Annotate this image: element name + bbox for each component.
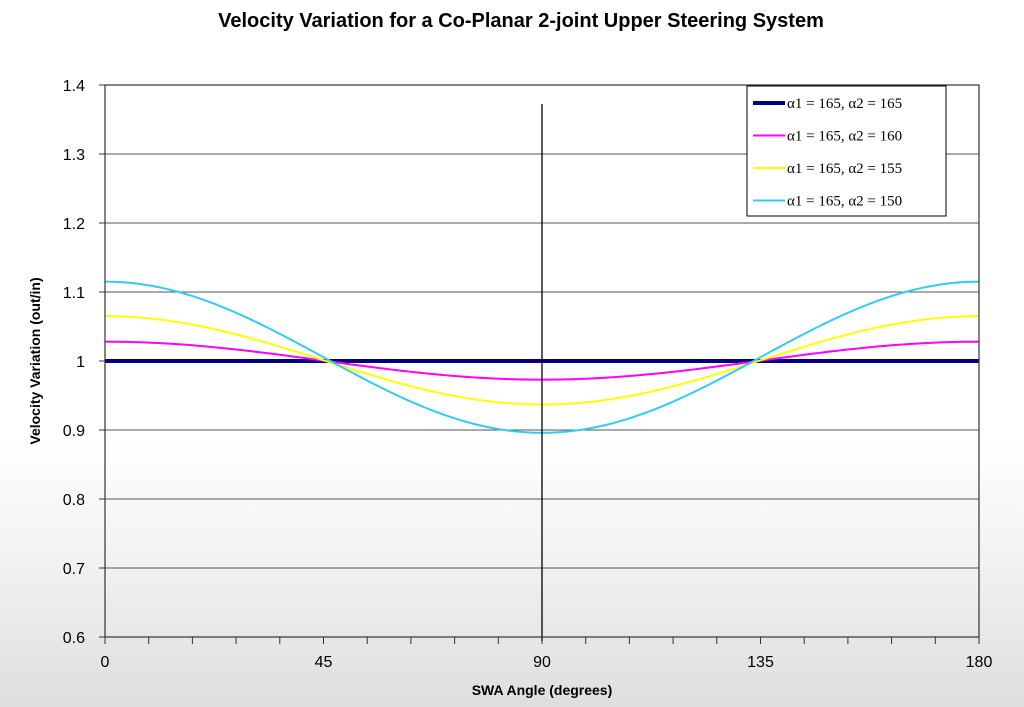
y-tick-label: 0.9 [63,423,85,440]
legend-label: α1 = 165, α2 = 165 [787,96,902,112]
y-axis-title: Velocity Variation (out/in) [27,277,43,444]
x-tick-label: 45 [315,654,333,671]
plot-area-frame [104,84,980,638]
x-tick-label: 180 [966,654,993,671]
legend: α1 = 165, α2 = 165 α1 = 165, α2 = 160 α1 =… [746,85,947,217]
y-tick-label: 1.2 [63,216,85,233]
y-tick-label: 0.8 [63,492,85,509]
x-tick-label: 135 [747,654,774,671]
y-tick-label: 1.1 [63,285,85,302]
y-tick-label: 0.7 [63,561,85,578]
axis-ticks: 0.6 0.7 0.8 0.9 1 1.1 1.2 1.3 1.4 0 45 90 135 180 [63,78,993,671]
legend-label: α1 = 165, α2 = 160 [787,129,902,145]
chart-title: Velocity Variation for a Co-Planar 2-joi… [218,10,824,32]
y-tick-label: 1.3 [63,147,85,164]
x-tick-label: 90 [533,654,551,671]
x-tick-label: 0 [101,654,110,671]
y-tick-label: 1 [76,354,85,371]
legend-label: α1 = 165, α2 = 150 [787,194,902,210]
x-axis-title: SWA Angle (degrees) [472,682,613,698]
y-tick-label: 1.4 [63,78,85,95]
y-tick-label: 0.6 [63,630,85,647]
legend-label: α1 = 165, α2 = 155 [787,161,902,177]
legend-box [746,85,947,217]
